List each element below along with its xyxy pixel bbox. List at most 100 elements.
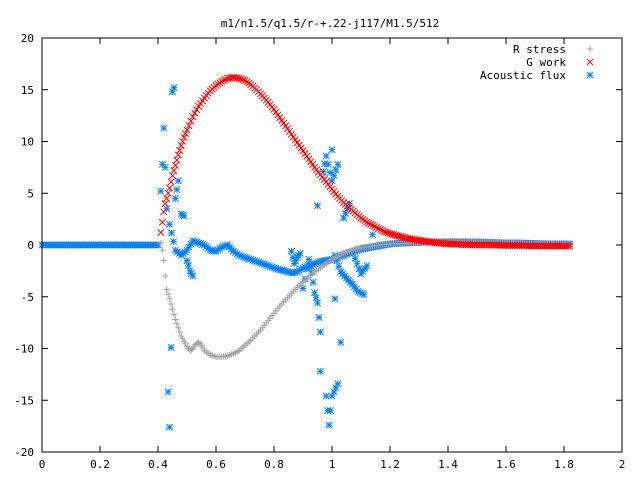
data-point [185,122,193,130]
data-point [322,152,330,160]
data-point [171,161,179,169]
data-point [163,194,171,202]
data-point [363,218,371,226]
data-point [176,146,184,154]
data-point [184,262,193,270]
data-point [235,74,243,82]
y-tick-label: 15 [21,84,34,97]
data-point [337,338,345,346]
data-point [370,222,379,230]
data-point [188,346,195,353]
data-point [167,229,176,237]
data-point [160,124,168,132]
data-point [191,109,199,117]
data-point [312,294,320,302]
data-point [180,212,188,220]
data-point [564,242,572,250]
y-tick-label: 10 [21,136,34,149]
axes: 0 0.2 0.4 0.6 0.8 1 1.2 1.4 1.6 1.8 2 20 15 10 5 0 -5 -10… [14,32,625,471]
x-tick-label: 2 [619,458,626,471]
data-point [170,311,178,318]
data-point [220,76,228,84]
data-point [189,272,197,280]
data-point [159,246,166,254]
data-point [306,262,314,270]
x-tick-label: 1.6 [496,458,516,471]
data-point [325,421,333,429]
data-point [328,392,336,400]
data-point [378,226,386,235]
chart-title: m1/n1.5/q1.5/r-+.22-j117/M1.5/512 [221,17,440,30]
data-point [334,160,342,168]
data-point [328,146,336,154]
data-point [157,229,165,237]
data-point [173,320,181,327]
y-tick-label: -10 [14,343,34,356]
data-point [330,171,338,179]
data-point [172,316,179,323]
y-tick-label: -15 [14,394,34,407]
data-point [161,200,169,208]
data-point [167,300,175,308]
series-r-stress [157,238,573,360]
data-point [372,223,381,231]
data-point [311,289,319,297]
series-acoustic-flux [38,84,574,431]
legend-label: R stress [513,43,566,56]
data-point [183,126,191,134]
data-point [332,166,340,174]
x-tick-label: 0.4 [148,458,168,471]
data-point [175,324,182,331]
data-point [181,130,190,138]
x-tick-label: 1.4 [438,458,458,471]
legend-label: G work [526,56,566,69]
data-point [169,237,178,246]
x-tick-label: 1 [329,458,336,471]
data-point [160,257,167,264]
data-point [360,291,368,299]
data-point [183,246,191,254]
data-point [365,219,373,227]
data-point [196,340,204,348]
series-g-work [157,73,574,250]
data-point [162,272,169,280]
data-point [367,220,375,228]
data-point [287,247,295,255]
legend-marker [586,71,594,79]
data-point [326,168,334,177]
data-point [321,160,329,168]
data-point [376,225,384,234]
data-point [218,77,226,86]
legend-marker [586,45,594,53]
data-point [161,163,169,171]
data-point [374,224,382,232]
data-point [324,160,332,168]
x-tick-label: 1.8 [554,458,574,471]
x-tick-label: 0.6 [206,458,226,471]
data-point [167,178,175,186]
data-point [187,117,195,125]
data-point [316,367,324,375]
data-point [566,242,574,250]
data-point [239,76,247,84]
data-point [171,194,179,202]
legend-label: Acoustic flux [480,69,566,82]
data-point [237,75,245,83]
data-point [316,328,324,336]
data-point [313,299,322,307]
data-point [174,177,182,185]
data-point [164,388,172,396]
data-point [173,156,181,164]
y-tick-label: 20 [21,32,34,45]
y-tick-label: 5 [27,187,34,200]
y-tick-label: 0 [27,239,34,252]
data-point [170,84,178,92]
data-point [166,295,173,303]
y-tick-label: -20 [14,446,34,459]
data-point [160,208,168,216]
data-point [166,184,174,192]
legend-marker [586,58,594,66]
